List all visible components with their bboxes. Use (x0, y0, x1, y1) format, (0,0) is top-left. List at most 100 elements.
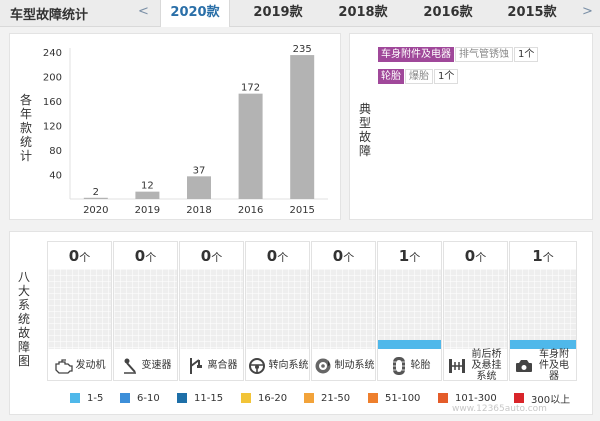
system-bar-area (378, 269, 441, 349)
system-name: 车身附件及电器 (539, 349, 569, 382)
system-bar-area (444, 269, 507, 349)
count-unit: 个 (79, 251, 91, 264)
legend-swatch (368, 393, 378, 403)
system-name: 前后桥及悬挂系统 (471, 349, 502, 382)
engine-icon (54, 356, 74, 376)
count-value: 1 (532, 247, 543, 265)
bar-2015[interactable] (290, 55, 315, 199)
legend-swatch (438, 393, 448, 403)
x-tick-label: 2016 (238, 205, 263, 216)
x-tick-label: 2019 (135, 205, 160, 216)
bar-2019[interactable] (135, 191, 160, 199)
system-bar-area (312, 269, 375, 349)
tab-2019[interactable]: 2019款 (253, 5, 303, 20)
bar-2016[interactable] (238, 93, 263, 199)
system-name: 转向系统 (268, 360, 309, 371)
fault-category: 车身附件及电器 (378, 47, 454, 62)
x-tick-label: 2015 (289, 205, 314, 216)
brake-disc-icon (313, 356, 333, 376)
y-tick-label: 120 (43, 122, 62, 133)
typical-faults-panel: 典型故障 车身附件及电器 排气管锈蚀 1个 轮胎 爆胎 1个 (349, 33, 593, 220)
eight-systems-label: 八大系统故障图 (17, 270, 30, 368)
system-name: 制动系统 (334, 360, 375, 371)
clutch-pedal-icon (186, 356, 206, 376)
system-count: 0个 (114, 242, 177, 270)
tab-2016[interactable]: 2016款 (423, 5, 473, 20)
fault-description: 排气管锈蚀 (455, 47, 513, 62)
count-unit: 个 (542, 251, 554, 264)
system-column-clutch[interactable]: 0个 离合器 (179, 241, 244, 381)
legend-item: 300以上 (514, 392, 570, 406)
legend-item: 51-100 (368, 392, 420, 404)
legend-label: 101-300 (455, 392, 497, 404)
system-name: 离合器 (207, 360, 238, 371)
fault-level-fill (378, 340, 441, 349)
legend-item: 21-50 (304, 392, 350, 404)
system-count: 0个 (180, 242, 243, 270)
yearly-bar-chart: 40 80 120 160 200 240 2 2020 12 2019 37 2018 172 2016… (43, 44, 328, 216)
system-column-engine[interactable]: 0个 发动机 (47, 241, 112, 381)
bar-value-label: 37 (193, 165, 206, 176)
fault-description: 爆胎 (405, 69, 433, 84)
bar-2020[interactable] (83, 197, 108, 199)
legend-label: 21-50 (321, 392, 351, 404)
fault-tag[interactable]: 车身附件及电器 排气管锈蚀 1个 (378, 47, 539, 62)
car-body-icon (514, 356, 534, 376)
gear-shift-icon (120, 356, 140, 376)
y-tick-label: 40 (49, 171, 62, 182)
count-value: 0 (68, 247, 80, 265)
legend-label: 1-5 (87, 392, 104, 404)
system-name: 变速器 (141, 360, 172, 371)
system-name: 轮胎 (410, 360, 431, 371)
system-fault-grid: 0个 发动机 0个 变速器 0个 离合器 0个 (47, 241, 577, 382)
y-tick-label: 240 (43, 48, 62, 59)
yearly-stats-panel: 各年款统计 40 80 120 160 200 240 2 2020 12 2019 37 2018 1… (9, 33, 341, 220)
yearly-stats-label: 各年款统计 (19, 93, 32, 163)
system-bar-area (114, 269, 177, 349)
legend-label: 6-10 (137, 392, 160, 404)
count-value: 0 (200, 247, 212, 265)
count-unit: 个 (343, 251, 355, 264)
tab-2015[interactable]: 2015款 (507, 5, 557, 20)
system-column-axle-suspension[interactable]: 0个 前后桥及悬挂系统 (443, 241, 508, 382)
system-count: 0个 (312, 242, 375, 270)
legend-swatch (241, 393, 251, 403)
fault-level-fill (510, 340, 576, 349)
typical-faults-label: 典型故障 (358, 102, 371, 158)
tab-2018[interactable]: 2018款 (338, 5, 388, 20)
legend-swatch (177, 393, 187, 403)
legend-item: 1-5 (70, 392, 103, 404)
bar-value-label: 2 (93, 187, 99, 198)
system-count: 1个 (510, 242, 576, 270)
count-unit: 个 (145, 251, 157, 264)
count-unit: 个 (475, 251, 487, 264)
system-column-transmission[interactable]: 0个 变速器 (113, 241, 178, 381)
legend-item: 6-10 (120, 392, 160, 404)
system-count: 0个 (246, 242, 309, 270)
fault-tag[interactable]: 轮胎 爆胎 1个 (378, 69, 459, 84)
legend-swatch (304, 393, 314, 403)
prev-arrow-icon[interactable]: < (138, 4, 149, 19)
system-column-brake[interactable]: 0个 制动系统 (311, 241, 376, 381)
tab-2020[interactable]: 2020款 (160, 0, 230, 27)
count-unit: 个 (211, 251, 223, 264)
bar-2018[interactable] (187, 176, 211, 199)
x-tick-label: 2020 (83, 205, 108, 216)
system-column-tires[interactable]: 1个 轮胎 (377, 241, 442, 381)
count-value: 0 (464, 247, 476, 265)
fault-category: 轮胎 (378, 69, 404, 84)
fault-count: 1个 (514, 47, 539, 62)
bar-value-label: 12 (141, 181, 154, 192)
next-arrow-icon[interactable]: > (582, 4, 593, 19)
count-value: 0 (266, 247, 278, 265)
tire-icon (389, 356, 409, 376)
system-column-steering[interactable]: 0个 转向系统 (245, 241, 310, 381)
legend-label: 51-100 (385, 392, 421, 404)
legend-item: 16-20 (241, 392, 287, 404)
system-column-body-electrical[interactable]: 1个 车身附件及电器 (509, 241, 577, 382)
system-bar-area (48, 269, 111, 349)
system-name: 发动机 (75, 360, 106, 371)
x-tick-label: 2018 (186, 205, 211, 216)
system-bar-area (180, 269, 243, 349)
count-value: 1 (398, 247, 410, 265)
